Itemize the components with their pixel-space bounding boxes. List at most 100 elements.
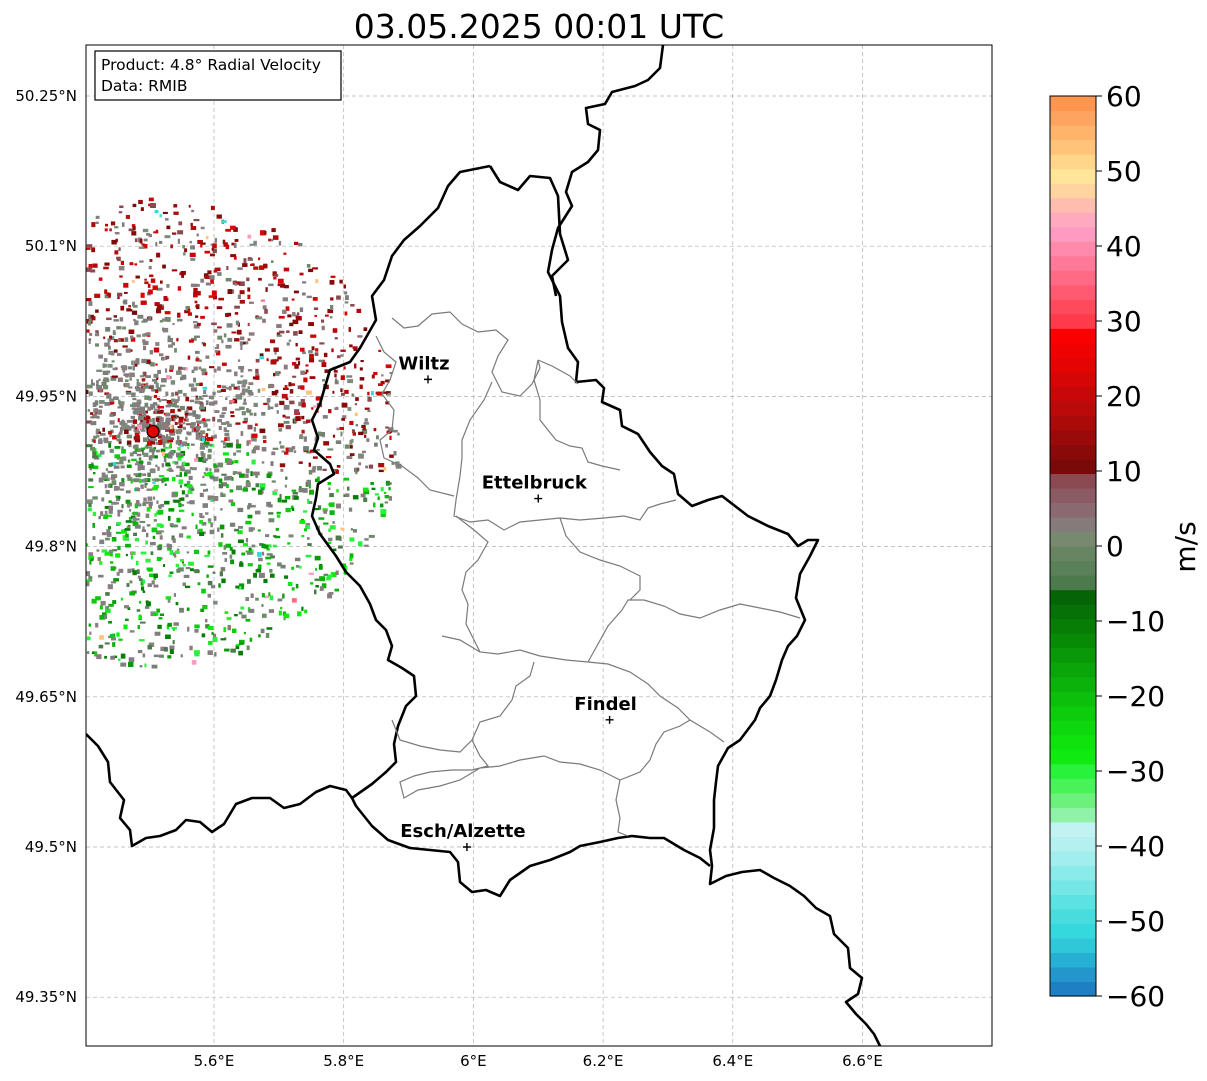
- longitude-tick-labels: 5.6°E 5.8°E 6°E 6.2°E 6.4°E 6.6°E: [194, 1052, 883, 1070]
- colorbar-segment: [1050, 313, 1096, 329]
- echo-pixel: [140, 388, 145, 393]
- echo-pixel: [253, 427, 256, 432]
- echo-pixel: [117, 296, 120, 300]
- echo-pixel: [156, 424, 162, 429]
- echo-pixel: [169, 431, 176, 436]
- echo-pixel: [164, 500, 170, 505]
- echo-pixel: [105, 551, 110, 554]
- echo-pixel: [173, 622, 179, 626]
- echo-pixel: [175, 563, 179, 567]
- echo-pixel: [92, 451, 96, 456]
- echo-pixel: [157, 435, 162, 438]
- echo-pixel: [251, 437, 257, 442]
- echo-pixel: [197, 322, 201, 326]
- echo-pixel: [174, 405, 180, 408]
- echo-pixel: [270, 573, 275, 578]
- echo-pixel: [217, 462, 224, 468]
- echo-pixel: [376, 391, 383, 396]
- echo-pixel: [124, 429, 129, 434]
- echo-pixel: [92, 263, 98, 268]
- echo-pixel: [150, 361, 153, 365]
- echo-pixel: [252, 376, 257, 380]
- echo-pixel: [323, 573, 328, 576]
- echo-pixel: [380, 512, 386, 518]
- echo-pixel: [119, 404, 122, 408]
- echo-pixel: [199, 520, 203, 524]
- echo-pixel: [102, 427, 105, 432]
- echo-pixel: [268, 518, 275, 523]
- colorbar-segment: [1050, 850, 1096, 866]
- echo-pixel: [328, 409, 332, 414]
- echo-pixel: [137, 448, 142, 452]
- echo-pixel: [142, 339, 146, 344]
- echo-pixel: [140, 621, 146, 624]
- echo-pixel: [86, 247, 91, 250]
- echo-pixel: [189, 240, 192, 244]
- echo-pixel: [166, 468, 169, 471]
- echo-pixel: [149, 455, 155, 458]
- echo-pixel: [128, 305, 131, 308]
- echo-pixel: [96, 383, 99, 387]
- echo-pixel: [199, 430, 206, 434]
- colorbar-segment: [1050, 386, 1096, 402]
- echo-pixel: [196, 434, 200, 438]
- echo-pixel: [90, 314, 94, 319]
- echo-pixel: [277, 497, 282, 503]
- echo-pixel: [134, 524, 141, 529]
- echo-pixel: [92, 402, 97, 407]
- echo-pixel: [141, 410, 145, 415]
- echo-pixel: [155, 342, 160, 346]
- echo-pixel: [146, 420, 150, 424]
- echo-pixel: [273, 277, 277, 280]
- echo-pixel: [153, 373, 159, 378]
- lat-tick-label: 49.95°N: [15, 387, 77, 405]
- echo-pixel: [240, 368, 244, 373]
- echo-pixel: [104, 402, 111, 406]
- echo-pixel: [378, 469, 384, 473]
- echo-pixel: [277, 562, 282, 567]
- echo-pixel: [121, 446, 124, 450]
- echo-pixel: [220, 508, 223, 511]
- echo-pixel: [141, 429, 146, 432]
- echo-pixel: [282, 593, 285, 599]
- echo-pixel: [143, 417, 146, 421]
- echo-pixel: [177, 421, 182, 425]
- echo-pixel: [330, 297, 334, 301]
- echo-pixel: [268, 384, 275, 388]
- echo-pixel: [257, 388, 261, 393]
- echo-pixel: [195, 397, 198, 400]
- echo-pixel: [370, 482, 374, 485]
- echo-pixel: [337, 545, 343, 549]
- echo-pixel: [90, 447, 95, 451]
- echo-pixel: [292, 319, 299, 325]
- echo-pixel: [219, 478, 223, 483]
- echo-pixel: [216, 344, 220, 349]
- echo-pixel: [307, 501, 313, 504]
- echo-pixel: [139, 478, 142, 484]
- echo-pixel: [164, 647, 168, 652]
- echo-pixel: [141, 378, 146, 381]
- echo-pixel: [183, 393, 187, 397]
- echo-pixel: [177, 426, 182, 429]
- echo-pixel: [251, 544, 256, 548]
- echo-pixel: [279, 400, 285, 405]
- echo-pixel: [258, 277, 262, 281]
- echo-pixel: [371, 374, 375, 379]
- echo-pixel: [107, 484, 111, 488]
- echo-pixel: [305, 364, 309, 367]
- echo-pixel: [198, 366, 202, 370]
- echo-pixel: [258, 572, 265, 578]
- echo-pixel: [109, 400, 113, 405]
- echo-pixel: [276, 359, 279, 362]
- echo-pixel: [165, 417, 171, 422]
- echo-pixel: [262, 305, 267, 310]
- echo-pixel: [367, 409, 371, 413]
- echo-pixel: [161, 378, 167, 383]
- echo-pixel: [209, 529, 215, 535]
- echo-pixel: [236, 281, 241, 285]
- echo-pixel: [311, 346, 315, 351]
- echo-pixel: [146, 233, 150, 236]
- echo-pixel: [107, 477, 110, 481]
- echo-pixel: [193, 366, 198, 371]
- echo-pixel: [95, 309, 99, 313]
